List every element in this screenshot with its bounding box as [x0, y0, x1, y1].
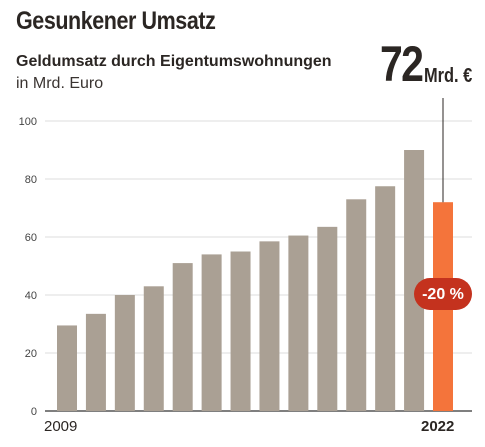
y-tick-label: 80 [25, 174, 37, 186]
bar-2018 [317, 226, 338, 411]
y-tick-label: 40 [25, 290, 37, 302]
bar-2015 [230, 251, 251, 411]
chart-title: Gesunkener Umsatz [16, 7, 216, 35]
bar-2009 [57, 325, 77, 411]
bar-2020 [375, 186, 396, 411]
bar-2019 [346, 199, 367, 411]
change-badge: -20 % [414, 278, 472, 310]
chart-unit-label: in Mrd. Euro [16, 75, 104, 92]
bar-2010 [85, 313, 106, 411]
y-tick-label: 20 [25, 348, 37, 360]
change-badge-text: -20 % [422, 286, 464, 303]
y-tick-label: 60 [25, 232, 37, 244]
bar-2016 [259, 241, 280, 411]
chart-subtitle: Geldumsatz durch Eigentumswohnungen [16, 53, 332, 70]
highlight-unit: Mrd. € [424, 65, 473, 87]
bars [57, 150, 453, 411]
bar-2014 [201, 254, 222, 411]
y-tick-label: 0 [31, 406, 37, 418]
bar-2012 [143, 286, 164, 411]
bar-2017 [288, 235, 309, 411]
highlight-value: 72 [380, 36, 424, 92]
bar-2021 [404, 150, 425, 411]
y-tick-label: 100 [19, 116, 37, 128]
change-badge-background [414, 278, 472, 310]
gridlines: 0 20 40 60 80 100 [19, 116, 472, 418]
x-label-start-year: 2009 [44, 418, 78, 435]
x-label-end-year: 2022 [421, 418, 455, 435]
bar-2011 [114, 295, 135, 411]
bar-2013 [172, 263, 193, 411]
